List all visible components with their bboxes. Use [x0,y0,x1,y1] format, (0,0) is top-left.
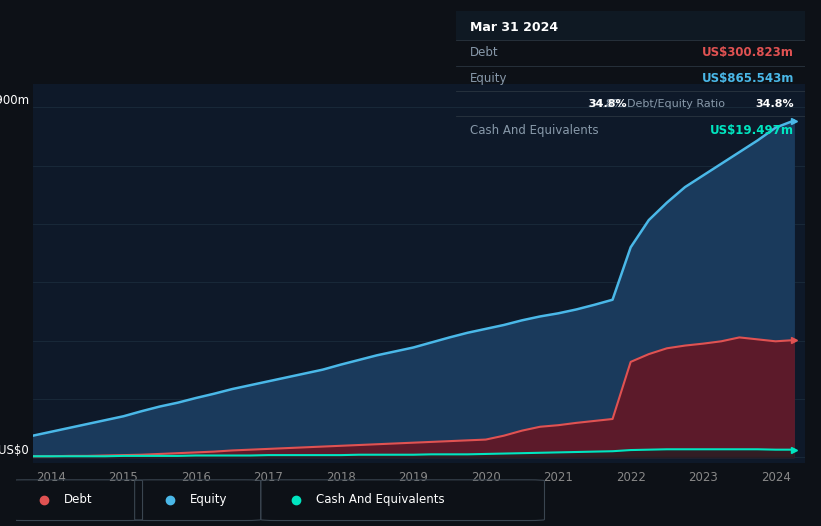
Text: Equity: Equity [470,72,507,85]
Text: Mar 31 2024: Mar 31 2024 [470,22,557,35]
Text: 34.8%: 34.8% [588,99,627,109]
Text: Cash And Equivalents: Cash And Equivalents [470,124,599,137]
Text: Cash And Equivalents: Cash And Equivalents [316,493,444,506]
Text: US$0: US$0 [0,444,29,457]
Text: Debt: Debt [64,493,92,506]
Text: Equity: Equity [190,493,227,506]
Text: Debt: Debt [470,46,498,59]
Text: 34.8% Debt/Equity Ratio: 34.8% Debt/Equity Ratio [588,99,725,109]
Text: US$900m: US$900m [0,95,29,107]
Text: US$19.497m: US$19.497m [710,124,794,137]
Text: US$865.543m: US$865.543m [702,72,794,85]
FancyBboxPatch shape [456,11,805,40]
Text: 34.8%: 34.8% [755,99,794,109]
Text: US$300.823m: US$300.823m [702,46,794,59]
